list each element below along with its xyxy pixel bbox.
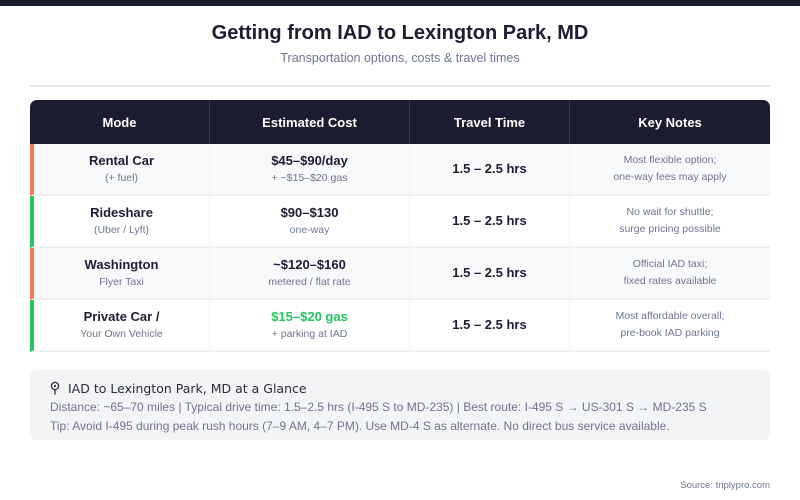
cell-mode: Washington Flyer Taxi (34, 248, 210, 298)
mode-label: Private Car / (83, 309, 160, 324)
page-subtitle: Transportation options, costs & travel t… (280, 51, 520, 65)
mode-sublabel: Your Own Vehicle (80, 328, 163, 340)
glance-distance-line: Distance: ~65–70 miles | Typical drive t… (50, 400, 707, 414)
travel-time: 1.5 – 2.5 hrs (452, 213, 527, 228)
mode-label: Rideshare (90, 205, 153, 220)
cost-value: $90–$130 (280, 205, 339, 220)
cell-notes: Most affordable overall; pre-book IAD pa… (570, 300, 770, 350)
top-accent-bar (0, 0, 800, 6)
cost-detail: + ~$15–$20 gas (271, 172, 348, 184)
table-row-washington-flyer-taxi: Washington Flyer Taxi ~$120–$160 metered… (30, 248, 770, 300)
note-line: pre-book IAD parking (620, 327, 720, 339)
note-line: fixed rates available (623, 275, 717, 287)
cell-time: 1.5 – 2.5 hrs (410, 144, 570, 194)
note-line: Official IAD taxi; (632, 258, 708, 270)
table-row-rideshare: Rideshare (Uber / Lyft) $90–$130 one-way… (30, 196, 770, 248)
map-pin-icon (50, 381, 60, 395)
column-header-time: Travel Time (410, 100, 570, 144)
cell-mode: Private Car / Your Own Vehicle (34, 300, 210, 350)
glance-title-text: IAD to Lexington Park, MD at a Glance (68, 380, 307, 396)
mode-label: Rental Car (88, 153, 155, 168)
column-header-mode: Mode (30, 100, 210, 144)
header-divider (30, 85, 770, 87)
column-header-notes: Key Notes (638, 114, 702, 130)
cell-mode: Rental Car (+ fuel) (34, 144, 210, 194)
mode-sublabel: (+ fuel) (105, 172, 138, 184)
note-line: Most flexible option; (623, 154, 717, 166)
source-credit: Source: triplypro.com (680, 480, 770, 491)
table-header: Mode Estimated Cost Travel Time Key Note… (30, 100, 770, 144)
cell-time: 1.5 – 2.5 hrs (410, 196, 570, 246)
cost-value: $45–$90/day (271, 153, 348, 168)
glance-tip-line: Tip: Avoid I-495 during peak rush hours … (50, 419, 670, 433)
cost-detail: + parking at IAD (271, 328, 348, 340)
note-line: one-way fees may apply (613, 171, 727, 183)
note-line: Most affordable overall; (615, 310, 725, 322)
travel-time: 1.5 – 2.5 hrs (452, 265, 527, 280)
note-line: No wait for shuttle; (626, 206, 714, 218)
cost-value: ~$120–$160 (273, 257, 346, 272)
mode-label: Washington (84, 257, 159, 272)
glance-heading: IAD to Lexington Park, MD at a Glance (50, 379, 750, 397)
cost-detail: metered / flat rate (268, 276, 351, 288)
travel-time: 1.5 – 2.5 hrs (452, 317, 527, 332)
mode-sublabel: (Uber / Lyft) (93, 224, 150, 236)
cell-cost: $15–$20 gas + parking at IAD (210, 300, 410, 350)
cell-cost: $90–$130 one-way (210, 196, 410, 246)
note-line: surge pricing possible (619, 223, 721, 235)
cell-cost: $45–$90/day + ~$15–$20 gas (210, 144, 410, 194)
mode-sublabel: Flyer Taxi (99, 276, 144, 288)
page-title: Getting from IAD to Lexington Park, MD (211, 22, 589, 44)
cost-value-highlight: $15–$20 gas (271, 309, 348, 324)
cell-time: 1.5 – 2.5 hrs (410, 248, 570, 298)
cell-time: 1.5 – 2.5 hrs (410, 300, 570, 350)
column-header-cost: Estimated Cost (210, 100, 410, 144)
cost-detail: one-way (289, 224, 330, 236)
travel-time: 1.5 – 2.5 hrs (452, 161, 527, 176)
at-a-glance-panel: IAD to Lexington Park, MD at a Glance Di… (30, 370, 770, 440)
cell-notes: Official IAD taxi; fixed rates available (570, 248, 770, 298)
transport-table: Mode Estimated Cost Travel Time Key Note… (30, 100, 770, 352)
cell-mode: Rideshare (Uber / Lyft) (34, 196, 210, 246)
cell-notes: Most flexible option; one-way fees may a… (570, 144, 770, 194)
table-row-private-car: Private Car / Your Own Vehicle $15–$20 g… (30, 300, 770, 352)
table-row-rental-car: Rental Car (+ fuel) $45–$90/day + ~$15–$… (30, 144, 770, 196)
cell-notes: No wait for shuttle; surge pricing possi… (570, 196, 770, 246)
cell-cost: ~$120–$160 metered / flat rate (210, 248, 410, 298)
